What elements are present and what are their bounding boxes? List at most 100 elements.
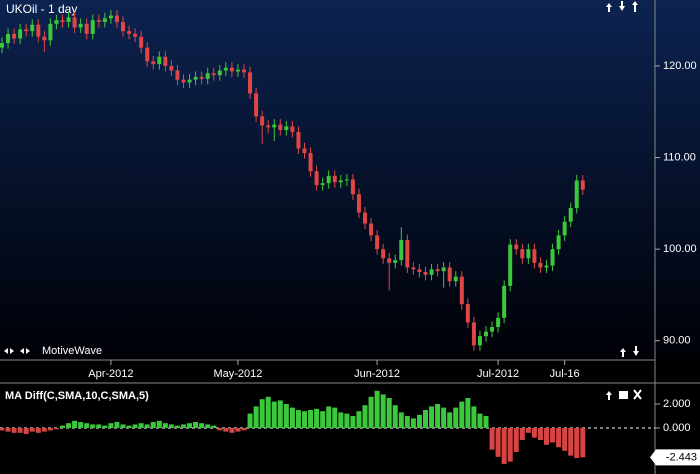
histogram-bar: [435, 404, 441, 429]
indicator-title: MA Diff(C,SMA,10,C,SMA,5): [5, 390, 149, 402]
histogram-bar: [531, 428, 537, 438]
histogram-bar: [193, 422, 199, 429]
histogram-bar: [47, 428, 53, 431]
histogram-bar: [205, 424, 211, 429]
candle-body: [72, 17, 77, 28]
price-panel: [0, 0, 700, 360]
histogram-bar: [574, 428, 580, 459]
candle-body: [175, 70, 180, 80]
histogram-bar: [447, 412, 453, 429]
candle-body: [78, 23, 83, 28]
candle-body: [411, 267, 416, 270]
y-tick-label: 2.000: [663, 398, 691, 410]
candle-body: [0, 43, 4, 48]
candle-body: [6, 33, 11, 44]
histogram-bar: [78, 422, 84, 429]
histogram-bar: [429, 406, 435, 429]
candle-body: [514, 244, 519, 250]
candle-body: [254, 93, 259, 117]
histogram-bar: [356, 411, 362, 429]
candle-body: [187, 79, 192, 83]
candle-body: [36, 24, 41, 37]
candle-body: [235, 69, 240, 72]
candle-body: [108, 15, 113, 19]
candle-body: [580, 180, 585, 190]
candle-body: [417, 269, 422, 273]
candle-body: [163, 56, 168, 66]
panel-controls[interactable]: [4, 1, 642, 400]
histogram-bar: [132, 424, 138, 429]
candle-body: [574, 180, 579, 208]
candle-body: [302, 148, 307, 153]
candle-body: [242, 69, 246, 73]
histogram-bar: [23, 428, 29, 435]
candle-body: [387, 258, 392, 263]
candle-body: [405, 240, 410, 268]
histogram-bar: [507, 428, 513, 462]
candle-body: [538, 262, 543, 268]
candle-body: [145, 47, 150, 62]
histogram-bar: [459, 401, 465, 429]
x-tick-label: Jul-16: [550, 368, 580, 380]
histogram-bar: [265, 396, 271, 429]
candle-body: [350, 179, 355, 195]
histogram-bar: [453, 407, 459, 429]
candle-body: [429, 269, 434, 275]
histogram-bar: [525, 428, 531, 433]
y-tick-label: 120.00: [663, 60, 697, 72]
candle-body: [363, 212, 367, 224]
histogram-bar: [471, 406, 477, 429]
histogram-bar: [489, 428, 495, 450]
histogram-bar: [271, 401, 277, 429]
histogram-bar: [320, 411, 326, 429]
candle-body: [12, 33, 17, 39]
candle-body: [356, 194, 361, 213]
histogram-bar: [199, 423, 205, 429]
histogram-bar: [513, 428, 519, 453]
histogram-bar: [120, 424, 126, 429]
histogram-bar: [277, 400, 283, 429]
candle-body: [453, 276, 458, 282]
candle-body: [60, 20, 65, 22]
histogram-bar: [60, 425, 65, 429]
y-tick-label: 90.00: [663, 335, 691, 347]
histogram-bar: [326, 406, 332, 429]
candle-body: [375, 235, 380, 250]
candle-body: [296, 131, 301, 149]
histogram-bar: [138, 423, 144, 429]
candle-body: [471, 322, 476, 346]
histogram-bar: [162, 423, 168, 429]
histogram-bar: [392, 405, 398, 429]
histogram-bar: [259, 399, 265, 429]
histogram-bar: [386, 398, 392, 429]
candle-body: [332, 175, 337, 183]
histogram-bar: [156, 420, 162, 429]
candle-body: [441, 267, 446, 272]
candle-body: [284, 126, 289, 131]
histogram-bar: [102, 425, 108, 429]
histogram-bar: [423, 410, 428, 429]
candle-body: [550, 249, 555, 266]
histogram-bar: [501, 428, 507, 465]
histogram-bar: [362, 405, 368, 429]
candle-body: [381, 249, 386, 259]
candle-body: [260, 116, 265, 126]
histogram-bar: [314, 408, 320, 429]
candle-body: [66, 17, 71, 22]
candle-body: [520, 249, 525, 259]
histogram-bar: [0, 428, 5, 431]
histogram-bar: [562, 428, 568, 451]
candle-body: [139, 36, 144, 48]
histogram-bar: [283, 404, 289, 429]
histogram-bar: [344, 413, 350, 429]
histogram-bar: [84, 423, 90, 429]
histogram-bar: [72, 420, 78, 429]
histogram-bar: [66, 423, 72, 429]
candle-body: [205, 73, 210, 79]
candle-body: [54, 20, 59, 24]
candle-body: [393, 260, 398, 263]
histogram-bar: [41, 428, 47, 432]
x-tick-label: Jun-2012: [354, 368, 400, 380]
histogram-bar: [295, 410, 301, 429]
histogram-bar: [483, 416, 489, 429]
